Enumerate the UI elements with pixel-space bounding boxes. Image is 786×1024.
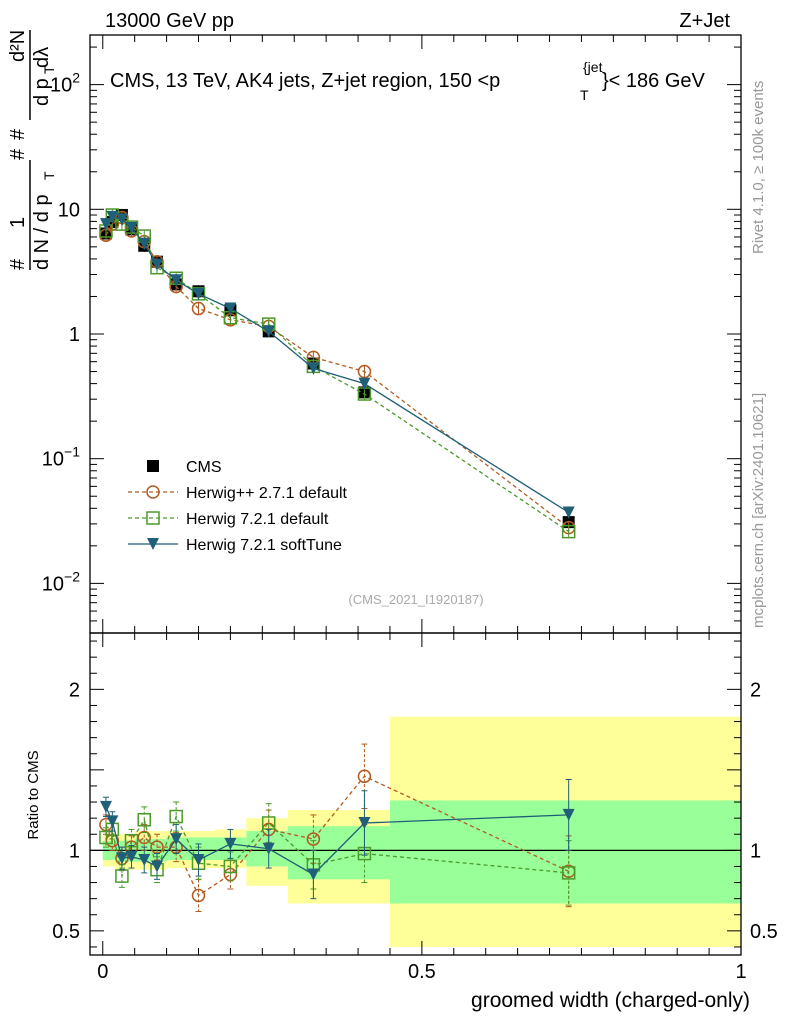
ratio-point	[138, 854, 151, 867]
y-label-dp-sub: T	[41, 65, 57, 74]
y-label-dl: dλ	[31, 47, 53, 68]
y-tick-label: 10	[58, 199, 80, 221]
ratio-point	[562, 808, 575, 821]
ratio-point	[262, 842, 275, 855]
ratio-point	[307, 868, 320, 881]
ratio-frame	[89, 632, 742, 956]
legend-marker	[147, 460, 159, 472]
ratio-point	[137, 813, 151, 827]
ratio-point	[99, 800, 112, 813]
ratio-point	[357, 769, 372, 784]
data-point	[151, 258, 164, 271]
data-point	[562, 506, 575, 519]
data-point	[307, 362, 320, 375]
data-point	[262, 325, 275, 338]
ratio-y-tick-label-left: 1	[69, 840, 80, 862]
ratio-point	[358, 816, 371, 829]
ratio-point	[191, 888, 206, 903]
watermark: (CMS_2021_I1920187)	[348, 592, 483, 607]
chart-title-sup: {jet	[583, 59, 603, 75]
y-label-hash2: #	[7, 128, 29, 140]
y-tick-label: 10−1	[42, 444, 80, 471]
x-tick-label: 1	[735, 961, 746, 983]
x-tick-label: 0.5	[408, 961, 436, 983]
legend-label: Herwig++ 2.7.1 default	[186, 485, 348, 502]
header-left-label: 13000 GeV pp	[105, 10, 234, 32]
ratio-point	[137, 830, 151, 845]
y-label-hash1: #	[7, 258, 29, 270]
ratio-point	[170, 833, 183, 846]
ratio-y-tick-label-left: 0.5	[52, 921, 80, 943]
x-tick-label: 0	[97, 961, 108, 983]
y-label-den-hash: #	[7, 148, 29, 160]
header-right-label: Z+Jet	[679, 10, 730, 32]
ratio-y-tick-label-right: 1	[750, 840, 761, 862]
legend-marker	[146, 485, 160, 499]
data-point	[115, 213, 128, 226]
x-axis-label: groomed width (charged-only)	[471, 989, 750, 1012]
legend-label: Herwig 7.2.1 softTune	[186, 537, 342, 554]
ratio-panel: 0 0.5 10.5 0.51 12 2	[52, 632, 778, 983]
y-axis-label: # 1 d N / d p T # # d²N d p T dλ	[7, 30, 57, 270]
y-label-dp: d p	[31, 78, 53, 106]
y-tick-label: 1	[69, 324, 80, 346]
data-point	[106, 210, 119, 223]
ratio-band-green	[287, 826, 390, 880]
ratio-point	[115, 852, 128, 865]
y-label-den-sub: T	[41, 171, 57, 180]
ratio-point	[151, 860, 164, 873]
y-tick-label: 102	[50, 70, 80, 97]
ratio-point	[224, 837, 237, 850]
y-label-frac-num: 1	[7, 217, 29, 228]
data-point	[192, 287, 205, 300]
legend-marker	[147, 538, 159, 550]
ratio-band-green	[389, 800, 741, 904]
legend-label: Herwig 7.2.1 default	[186, 511, 329, 528]
data-point	[170, 274, 183, 287]
y-label-frac-den: d N / d p	[31, 194, 53, 270]
ratio-point	[223, 859, 238, 874]
main-panel: 102 10 1 10−1 10−2	[42, 34, 742, 634]
chart-title-tail: }< 186 GeV	[602, 70, 706, 92]
ratio-point	[125, 850, 138, 863]
legend: CMS Herwig++ 2.7.1 default Herwig 7.2.1 de…	[128, 459, 348, 554]
legend-label: CMS	[186, 459, 222, 476]
y-tick-label: 10−2	[42, 568, 80, 595]
data-point	[99, 218, 112, 231]
ratio-point	[192, 854, 205, 867]
data-point	[224, 302, 237, 315]
data-point	[138, 237, 151, 250]
ratio-point	[106, 815, 119, 828]
data-point	[125, 221, 138, 234]
ratio-y-tick-label-right: 2	[750, 679, 761, 701]
ratio-point	[169, 809, 183, 824]
ratio-y-tick-label-right: 0.5	[750, 921, 778, 943]
chart-title: CMS, 13 TeV, AK4 jets, Z+jet region, 150…	[110, 59, 706, 103]
ratio-point	[306, 832, 321, 846]
y-label-d2n: d²N	[7, 30, 29, 62]
ratio-y-label: Ratio to CMS	[25, 750, 42, 839]
ratio-y-tick-label-left: 2	[69, 679, 80, 701]
data-point	[191, 301, 206, 316]
mcplots-side-label: mcplots.cern.ch [arXiv:2401.10621]	[750, 393, 767, 628]
chart-title-sub: T	[580, 87, 589, 103]
ratio-point	[561, 866, 576, 880]
rivet-side-label: Rivet 4.1.0, ≥ 100k events	[750, 81, 767, 254]
data-point	[358, 377, 371, 390]
series-line-1	[105, 216, 570, 529]
chart-title-main: CMS, 13 TeV, AK4 jets, Z+jet region, 150…	[110, 70, 500, 92]
series-line-3	[105, 216, 570, 514]
data-point	[561, 524, 576, 539]
legend-marker	[146, 511, 160, 525]
